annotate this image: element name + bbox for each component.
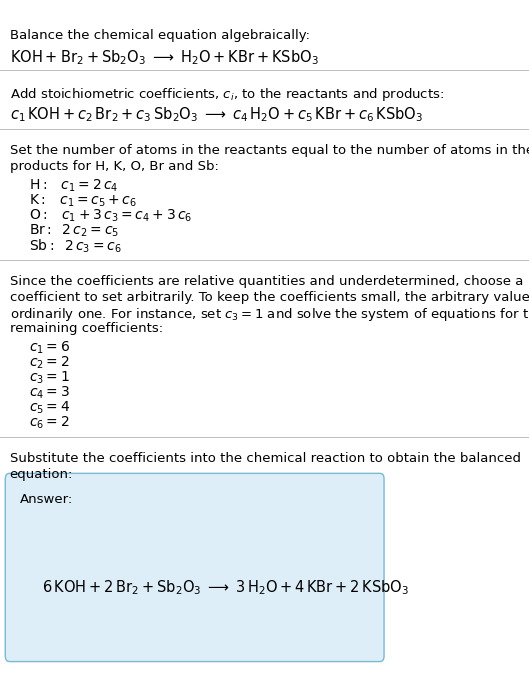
Text: Answer:: Answer: (20, 493, 74, 506)
FancyBboxPatch shape (5, 473, 384, 662)
Text: Add stoichiometric coefficients, $c_i$, to the reactants and products:: Add stoichiometric coefficients, $c_i$, … (10, 86, 444, 103)
Text: $c_5 = 4$: $c_5 = 4$ (29, 400, 70, 416)
Text: $c_1\,\mathrm{KOH} + c_2\,\mathrm{Br_2} + c_3\,\mathrm{Sb_2O_3} \;\longrightarro: $c_1\,\mathrm{KOH} + c_2\,\mathrm{Br_2} … (10, 105, 423, 124)
Text: $\mathrm{H:}\;\;\; c_1 = 2\,c_4$: $\mathrm{H:}\;\;\; c_1 = 2\,c_4$ (29, 177, 118, 194)
Text: Set the number of atoms in the reactants equal to the number of atoms in the: Set the number of atoms in the reactants… (10, 144, 529, 157)
Text: $c_2 = 2$: $c_2 = 2$ (29, 354, 70, 371)
Text: $c_6 = 2$: $c_6 = 2$ (29, 415, 70, 431)
Text: $\mathrm{Sb:}\;\; 2\,c_3 = c_6$: $\mathrm{Sb:}\;\; 2\,c_3 = c_6$ (29, 238, 122, 255)
Text: $6\,\mathrm{KOH} + 2\,\mathrm{Br_2} + \mathrm{Sb_2O_3} \;\longrightarrow\; 3\,\m: $6\,\mathrm{KOH} + 2\,\mathrm{Br_2} + \m… (42, 578, 409, 597)
Text: coefficient to set arbitrarily. To keep the coefficients small, the arbitrary va: coefficient to set arbitrarily. To keep … (10, 291, 529, 304)
Text: Balance the chemical equation algebraically:: Balance the chemical equation algebraica… (10, 29, 309, 42)
Text: $\mathrm{Br:}\;\; 2\,c_2 = c_5$: $\mathrm{Br:}\;\; 2\,c_2 = c_5$ (29, 223, 119, 239)
Text: Since the coefficients are relative quantities and underdetermined, choose a: Since the coefficients are relative quan… (10, 275, 523, 288)
Text: equation:: equation: (10, 468, 73, 481)
Text: $\mathrm{O:}\;\;\; c_1 + 3\,c_3 = c_4 + 3\,c_6$: $\mathrm{O:}\;\;\; c_1 + 3\,c_3 = c_4 + … (29, 207, 193, 224)
Text: $\mathrm{K:}\;\;\; c_1 = c_5 + c_6$: $\mathrm{K:}\;\;\; c_1 = c_5 + c_6$ (29, 192, 137, 209)
Text: ordinarily one. For instance, set $c_3 = 1$ and solve the system of equations fo: ordinarily one. For instance, set $c_3 =… (10, 306, 529, 324)
Text: $c_4 = 3$: $c_4 = 3$ (29, 385, 70, 401)
Text: remaining coefficients:: remaining coefficients: (10, 322, 162, 335)
Text: products for H, K, O, Br and Sb:: products for H, K, O, Br and Sb: (10, 160, 218, 173)
Text: Substitute the coefficients into the chemical reaction to obtain the balanced: Substitute the coefficients into the che… (10, 452, 521, 465)
Text: $c_3 = 1$: $c_3 = 1$ (29, 370, 70, 386)
Text: $c_1 = 6$: $c_1 = 6$ (29, 339, 70, 356)
Text: $\mathrm{KOH + Br_2 + Sb_2O_3 \;\longrightarrow\; H_2O + KBr + KSbO_3}$: $\mathrm{KOH + Br_2 + Sb_2O_3 \;\longrig… (10, 48, 318, 67)
